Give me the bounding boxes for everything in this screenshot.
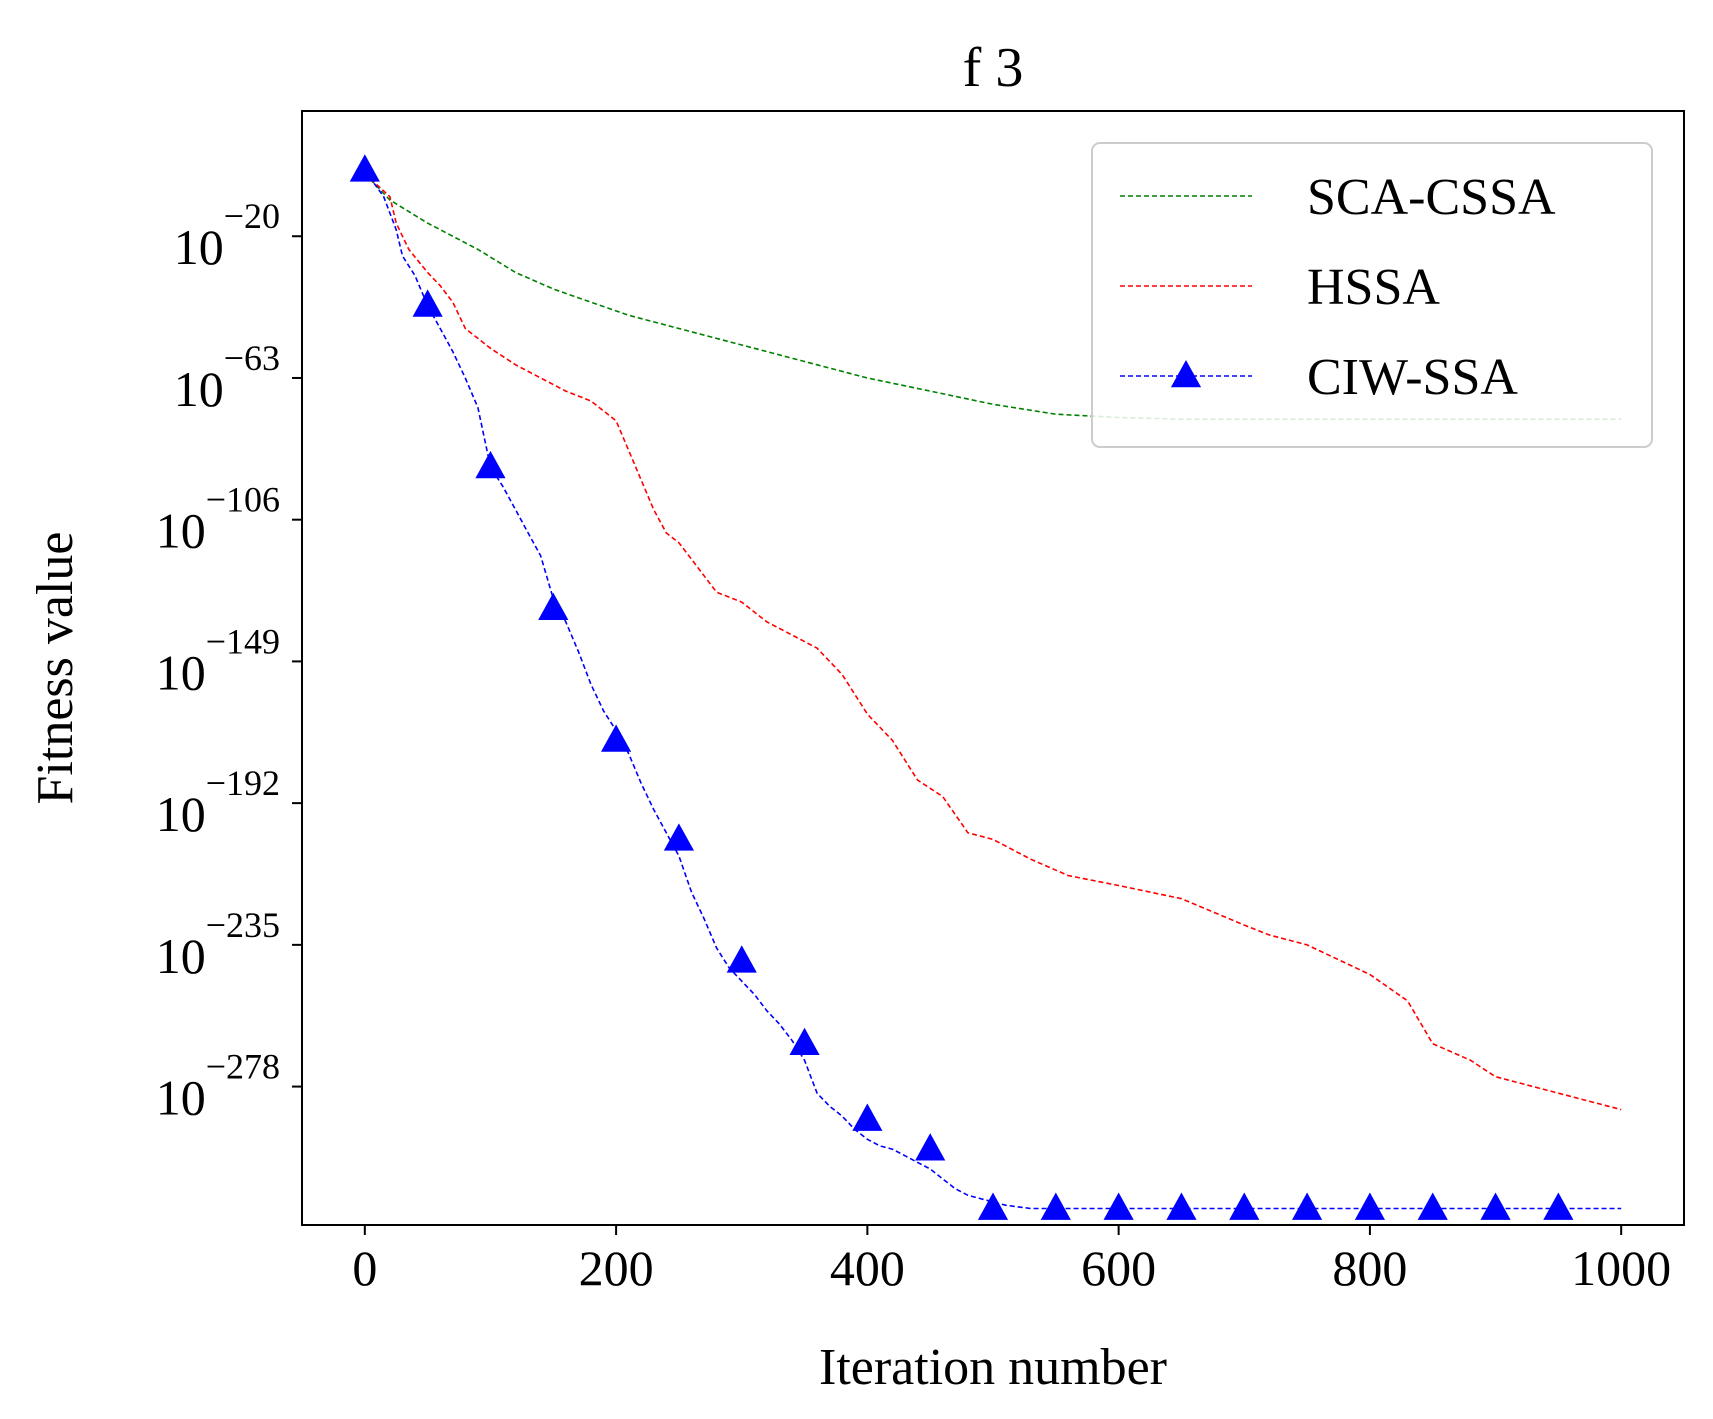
series-marker-ciw-ssa <box>977 1192 1009 1220</box>
y-axis-label: Fitness value <box>27 532 84 805</box>
y-tick-label: 10−278 <box>156 1047 280 1126</box>
legend: SCA-CSSA HSSA CIW-SSA <box>1091 142 1653 448</box>
x-axis-label: Iteration number <box>819 1339 1167 1396</box>
legend-label-sca-cssa: SCA-CSSA <box>1307 169 1556 226</box>
x-tick-label: 400 <box>830 1240 905 1296</box>
series-marker-ciw-ssa <box>1543 1192 1574 1220</box>
y-tick-label: 10−63 <box>174 338 280 417</box>
y-tick-label: 10−106 <box>156 480 280 559</box>
series-marker-ciw-ssa <box>852 1103 883 1131</box>
series-line-hssa <box>364 173 1622 1111</box>
series-marker-ciw-ssa <box>538 592 569 620</box>
y-tick-label: 10−235 <box>156 905 280 984</box>
x-tick-label: 1000 <box>1571 1240 1671 1296</box>
plot-frame <box>301 110 1685 1226</box>
series-marker-ciw-ssa <box>1417 1192 1448 1220</box>
series-marker-ciw-ssa <box>1040 1192 1071 1220</box>
y-tick-label: 10−149 <box>156 621 280 700</box>
series-marker-ciw-ssa <box>1229 1192 1260 1220</box>
series-marker-ciw-ssa <box>349 154 380 182</box>
x-axis: 0 200 400 600 800 1000 <box>352 1225 1671 1296</box>
series-marker-ciw-ssa <box>726 945 757 973</box>
series-marker-ciw-ssa <box>1166 1192 1197 1220</box>
series-marker-ciw-ssa <box>412 289 443 317</box>
series-marker-ciw-ssa <box>915 1133 946 1161</box>
y-axis: 10−20 10−63 10−106 10−149 10−192 10−235 10−278 <box>156 196 302 1126</box>
chart-title: f 3 <box>963 37 1024 99</box>
legend-label-hssa: HSSA <box>1307 259 1440 316</box>
x-tick-label: 800 <box>1332 1240 1407 1296</box>
x-tick-label: 200 <box>579 1240 654 1296</box>
series-marker-ciw-ssa <box>1354 1192 1386 1220</box>
x-tick-label: 600 <box>1081 1240 1156 1296</box>
series-marker-ciw-ssa <box>1291 1192 1323 1220</box>
legend-box <box>1091 142 1653 448</box>
legend-marker-ciw-ssa <box>1170 359 1202 388</box>
series-marker-ciw-ssa <box>1480 1192 1511 1220</box>
x-tick-label: 0 <box>352 1240 377 1296</box>
series-marker-ciw-ssa <box>789 1027 820 1056</box>
series-marker-ciw-ssa <box>475 450 506 479</box>
series-marker-ciw-ssa <box>600 724 632 752</box>
series-layer <box>349 154 1622 1220</box>
series-marker-ciw-ssa <box>1103 1192 1134 1220</box>
series-marker-ciw-ssa <box>663 823 695 851</box>
legend-label-ciw-ssa: CIW-SSA <box>1307 349 1518 406</box>
y-tick-label: 10−192 <box>156 763 280 842</box>
y-tick-label: 10−20 <box>174 196 280 275</box>
